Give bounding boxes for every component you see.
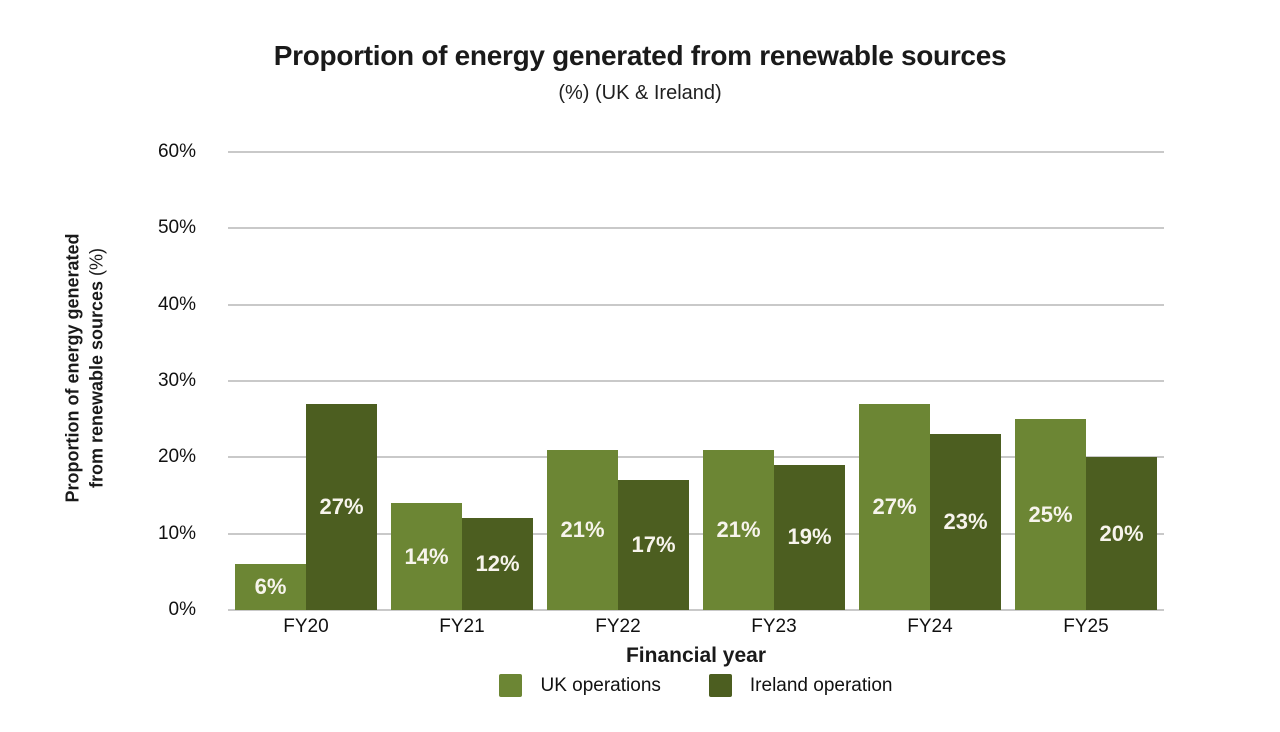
bar-value-label: 25% [1028,501,1073,527]
bar-value-label: 14% [404,543,449,569]
x-category-label: FY21 [439,616,485,637]
bar-group-fy20: 6% 27% [228,152,384,610]
x-axis-title: Financial year [625,644,767,667]
bar-group-fy22: 21% 17% [540,152,696,610]
bar-value-label: 20% [1099,520,1144,546]
bar-fy24-uk-operations: 27% [859,403,930,610]
bar-group-fy21: 14% 12% [384,152,540,610]
x-category-label: FY23 [751,616,797,637]
bar-value-label: 17% [631,532,676,558]
bar-value-label: 23% [943,509,988,535]
bar-value-label: 21% [560,516,605,542]
chart-subtitle: (%) (UK & Ireland) [558,82,722,104]
bar-value-label: 21% [716,516,761,542]
bar-fy23-uk-operations: 21% [703,449,774,610]
x-category-label: FY20 [283,616,329,637]
y-tick-label: 50% [157,217,196,239]
y-tick-label: 30% [157,370,196,391]
gridline [228,151,1164,153]
chart-title: Proportion of energy generated from rene… [273,40,1007,71]
legend-swatch-icon [708,674,732,697]
bar-value-label: 27% [872,493,917,519]
bar-fy22-ireland-operation: 17% [618,480,689,610]
gridline [228,303,1164,306]
bar-fy22-uk-operations: 21% [547,449,618,610]
y-tick-label: 10% [157,522,196,544]
plot-area: 6% 27% 14% 12% 21% 17% 21% 19% 27% 23% 25% 20% [228,151,1164,611]
bar-fy25-uk-operations: 25% [1015,419,1086,610]
y-tick-label: 60% [157,141,196,162]
bar-fy25-ireland-operation: 20% [1086,457,1157,610]
gridline [228,609,1164,611]
bar-fy21-ireland-operation: 12% [462,518,533,610]
y-axis-ticks: 60% 50% 40% 30% 20% 10% 0% [0,141,196,620]
x-category-label: FY25 [1063,616,1109,637]
bar-value-label: 6% [254,574,287,600]
y-tick-label: 20% [157,446,196,468]
bar-value-label: 19% [787,524,832,550]
bar-groups: 6% 27% 14% 12% 21% 17% 21% 19% 27% 23% 25% 20% [228,152,1164,610]
y-tick-label: 0% [168,599,196,620]
bar-value-label: 12% [475,551,520,577]
bar-group-fy23: 21% 19% [696,152,852,610]
bar-fy21-uk-operations: 14% [391,503,462,610]
bar-group-fy25: 25% 20% [1008,152,1164,610]
bar-fy24-ireland-operation: 23% [930,434,1001,610]
gridline [228,227,1164,230]
legend-label: Ireland operation [749,674,893,696]
bar-group-fy24: 27% 23% [852,152,1008,610]
legend: UK operations Ireland operation [228,674,1164,697]
bar-value-label: 27% [319,493,364,519]
gridline [228,532,1164,535]
x-category-label: FY22 [595,616,641,637]
x-category-label: FY24 [907,616,953,637]
gridline [228,380,1164,382]
bar-fy20-uk-operations: 6% [235,564,306,610]
legend-swatch-icon [499,674,523,697]
legend-item-uk-operations: UK operations [499,674,661,697]
legend-item-ireland-operation: Ireland operation [708,674,893,697]
bar-fy20-ireland-operation: 27% [306,403,377,610]
x-axis-labels: FY20 FY21 FY22 FY23 FY24 FY25 [228,616,1164,638]
gridline [228,456,1164,459]
legend-label: UK operations [540,674,661,696]
y-tick-label: 40% [157,293,196,315]
bar-fy23-ireland-operation: 19% [774,464,845,610]
